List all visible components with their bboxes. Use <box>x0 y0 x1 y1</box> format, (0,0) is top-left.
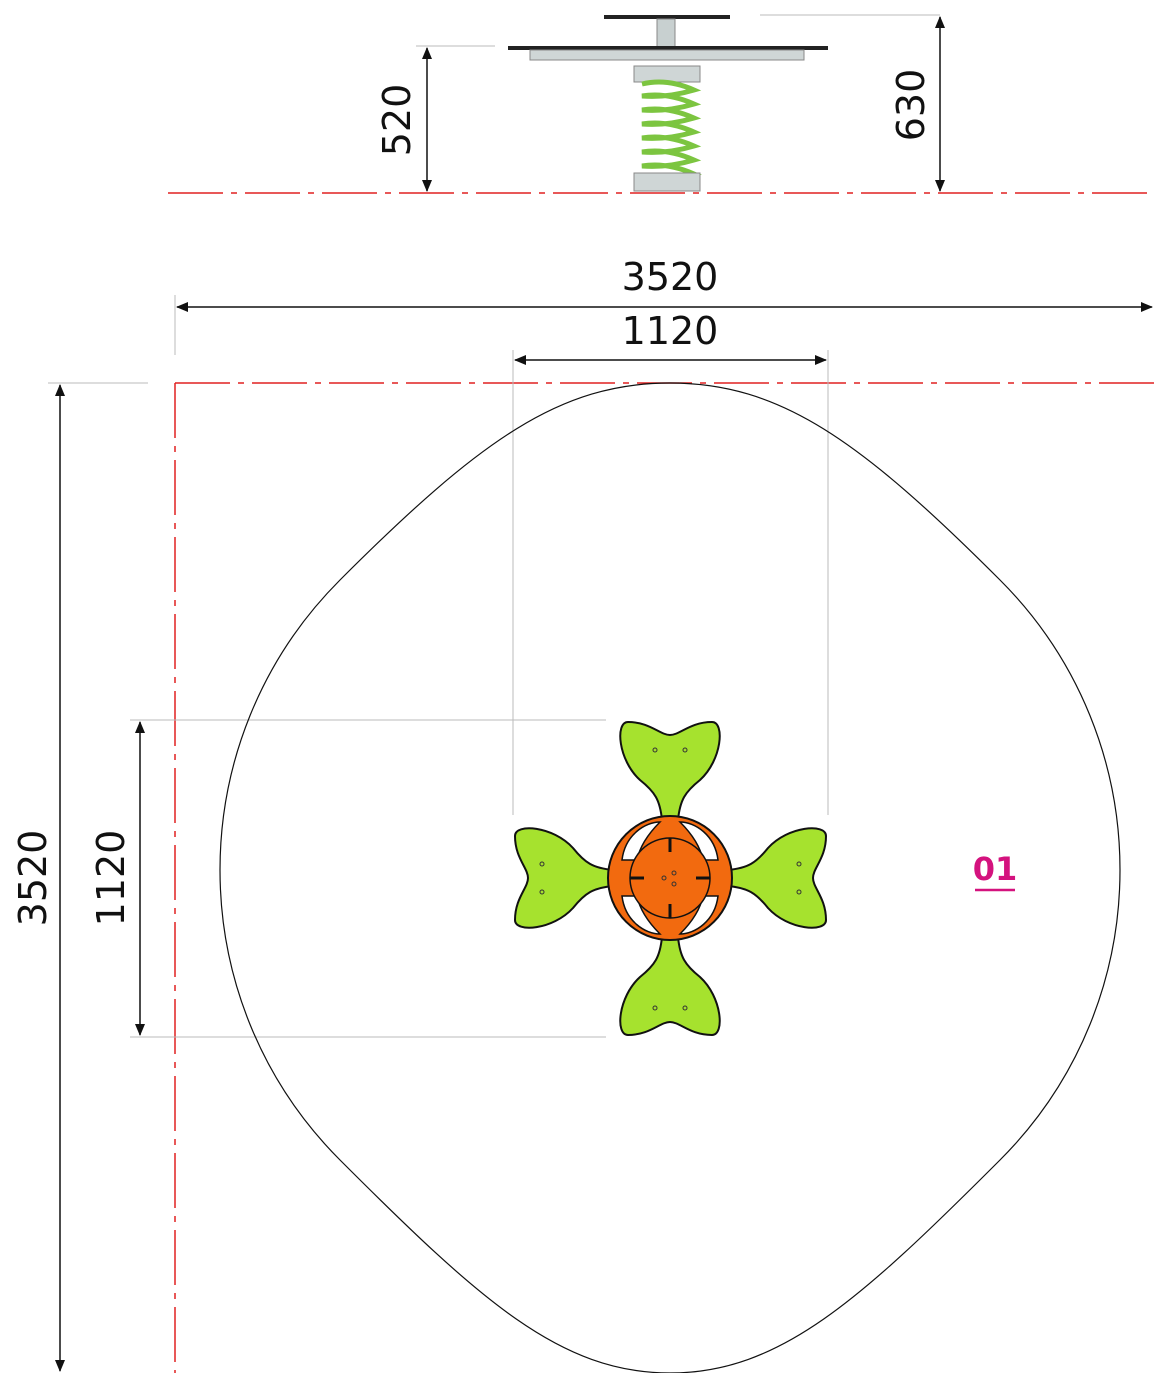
dim-label-630: 630 <box>889 69 933 142</box>
seat-platform <box>508 46 828 50</box>
seat-bottom <box>619 936 721 1037</box>
spring-rider-top <box>513 720 828 1037</box>
dim-label-seat-width: 1120 <box>622 309 719 353</box>
upper-flange <box>633 65 701 83</box>
dim-label-total-width: 3520 <box>622 255 719 299</box>
elevation-view: 520 630 <box>168 14 1154 194</box>
spring-rider-side <box>508 15 828 192</box>
top-seat <box>604 15 730 19</box>
center-post <box>656 18 676 48</box>
seat-top <box>619 720 721 821</box>
hub <box>607 815 733 941</box>
dim-label-520: 520 <box>375 84 419 157</box>
dim-label-total-height: 3520 <box>11 830 55 927</box>
lower-flange <box>633 172 701 192</box>
plan-view: 3520 1120 3520 1120 01 <box>11 255 1154 1373</box>
spring-coil <box>641 79 702 181</box>
seat-left <box>513 827 614 929</box>
safety-zone-outline <box>219 382 1121 1373</box>
zone-tag: 01 <box>973 850 1018 888</box>
seat-right <box>727 827 828 929</box>
dim-label-seat-height: 1120 <box>89 830 133 927</box>
mount-plate <box>529 49 805 61</box>
